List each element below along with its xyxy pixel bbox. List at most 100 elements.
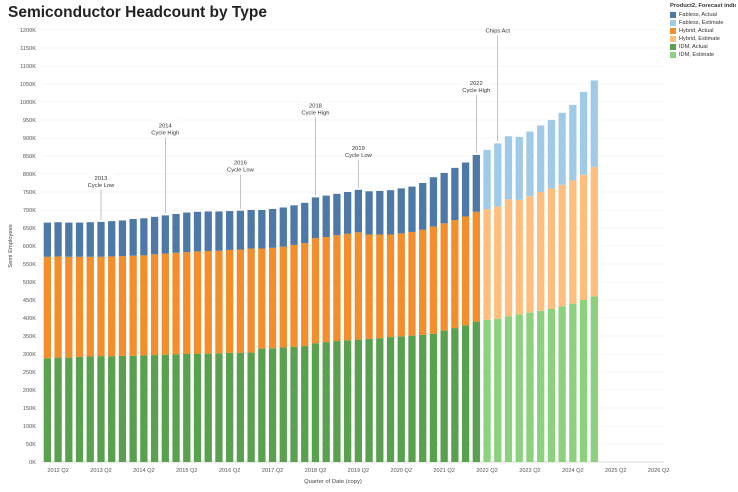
bar-idm-actual <box>86 356 94 462</box>
bar-fabless-estimate <box>504 136 513 200</box>
bar-hybrid-estimate <box>547 188 556 309</box>
bar-fabless-actual <box>247 210 255 249</box>
y-tick-label: 1050K <box>20 82 36 88</box>
bar-idm-actual <box>183 354 191 462</box>
y-tick-label: 150K <box>23 406 36 412</box>
bar-hybrid-actual <box>118 256 127 356</box>
legend-item-hybrid-actual[interactable]: Hybrid, Actual <box>670 27 736 35</box>
bar-fabless-actual <box>172 213 180 253</box>
bar-idm-actual <box>451 328 459 462</box>
x-tick-label: 2016 Q2 <box>219 468 240 474</box>
bar-fabless-estimate <box>579 91 588 175</box>
bar-idm-estimate <box>569 303 577 462</box>
bar-hybrid-actual <box>386 234 395 338</box>
y-tick-label: 800K <box>23 172 36 178</box>
y-tick-label: 1200K <box>20 28 36 34</box>
bar-idm-actual <box>301 346 309 462</box>
bar-fabless-actual <box>354 189 363 233</box>
x-tick-label: 2013 Q2 <box>90 468 111 474</box>
bar-fabless-estimate <box>483 149 491 210</box>
bar-hybrid-actual <box>365 234 373 339</box>
bar-idm-actual <box>386 337 395 462</box>
bar-idm-actual <box>226 352 234 462</box>
bar-idm-estimate <box>526 312 534 462</box>
bar-fabless-actual <box>226 211 234 250</box>
bar-fabless-actual <box>279 207 287 247</box>
bar-fabless-actual <box>472 154 480 212</box>
bar-hybrid-estimate <box>504 199 513 317</box>
bar-fabless-actual <box>440 172 448 224</box>
bar-hybrid-actual <box>247 248 255 353</box>
legend-item-idm-actual[interactable]: IDM, Actual <box>670 43 736 51</box>
bar-hybrid-actual <box>333 235 341 342</box>
bar-fabless-estimate <box>569 104 577 181</box>
y-tick-label: 250K <box>23 370 36 376</box>
bar-fabless-estimate <box>515 136 523 200</box>
legend-swatch <box>670 44 676 50</box>
bar-hybrid-estimate <box>526 196 534 313</box>
bar-fabless-actual <box>365 191 373 235</box>
bar-idm-actual <box>322 342 330 462</box>
bar-hybrid-estimate <box>590 166 598 297</box>
legend-swatch <box>670 36 676 42</box>
bar-fabless-actual <box>215 211 223 251</box>
legend-label: Hybrid, Estimate <box>679 36 721 42</box>
bar-idm-estimate <box>590 296 598 462</box>
annotation-label: Cycle High <box>151 130 179 136</box>
bar-idm-actual <box>333 341 341 462</box>
annotation-box <box>461 76 492 94</box>
annotation-label: Cycle High <box>301 110 329 116</box>
x-tick-label: 2020 Q2 <box>391 468 412 474</box>
bar-fabless-actual <box>258 210 266 249</box>
bar-idm-actual <box>54 357 62 462</box>
y-tick-label: 750K <box>23 190 36 196</box>
bar-hybrid-actual <box>215 250 223 354</box>
annotation-label: Cycle High <box>462 88 490 94</box>
annotation-label: Chips Act <box>486 28 511 34</box>
y-tick-label: 1150K <box>20 46 36 52</box>
bar-idm-actual <box>354 339 363 462</box>
x-tick-label: 2018 Q2 <box>305 468 326 474</box>
legend-label: IDM, Actual <box>679 44 708 50</box>
bar-hybrid-actual <box>108 256 116 357</box>
annotation-box <box>150 119 181 137</box>
y-tick-label: 950K <box>23 118 36 124</box>
bar-hybrid-actual <box>343 233 352 341</box>
y-tick-label: 700K <box>23 208 36 214</box>
bar-hybrid-actual <box>54 256 62 358</box>
bar-idm-actual <box>108 356 116 462</box>
bar-hybrid-actual <box>279 246 287 348</box>
x-tick-label: 2012 Q2 <box>47 468 68 474</box>
bar-hybrid-actual <box>472 211 480 322</box>
bar-idm-actual <box>440 330 448 462</box>
legend-item-fabless-estimate[interactable]: Fabless, Estimate <box>670 19 736 27</box>
legend-item-fabless-actual[interactable]: Fabless, Actual <box>670 11 736 19</box>
bar-hybrid-actual <box>97 256 105 357</box>
annotation-box <box>482 24 513 35</box>
bar-fabless-actual <box>376 190 384 235</box>
bar-fabless-actual <box>97 221 105 257</box>
bar-hybrid-estimate <box>515 199 523 315</box>
bar-fabless-actual <box>183 212 191 253</box>
bar-hybrid-actual <box>204 251 212 354</box>
bar-idm-actual <box>43 358 52 462</box>
bar-idm-actual <box>429 333 438 462</box>
bar-idm-actual <box>65 357 73 462</box>
bar-hybrid-actual <box>161 253 169 355</box>
bar-idm-actual <box>365 338 373 462</box>
bar-idm-estimate <box>579 300 588 462</box>
legend-item-hybrid-estimate[interactable]: Hybrid, Estimate <box>670 35 736 43</box>
legend-item-idm-estimate[interactable]: IDM, Estimate <box>670 51 736 59</box>
bar-idm-actual <box>472 321 480 462</box>
bar-hybrid-actual <box>65 256 73 358</box>
annotation-label: Cycle Low <box>88 183 116 189</box>
bar-idm-actual <box>140 355 148 462</box>
legend-swatch <box>670 28 676 34</box>
annotation-label: Cycle Low <box>227 168 255 174</box>
bar-fabless-actual <box>301 202 309 244</box>
bar-idm-actual <box>408 335 416 462</box>
bar-idm-actual <box>247 352 255 462</box>
bar-hybrid-estimate <box>537 192 545 311</box>
y-tick-label: 500K <box>23 280 36 286</box>
y-tick-label: 400K <box>23 316 36 322</box>
